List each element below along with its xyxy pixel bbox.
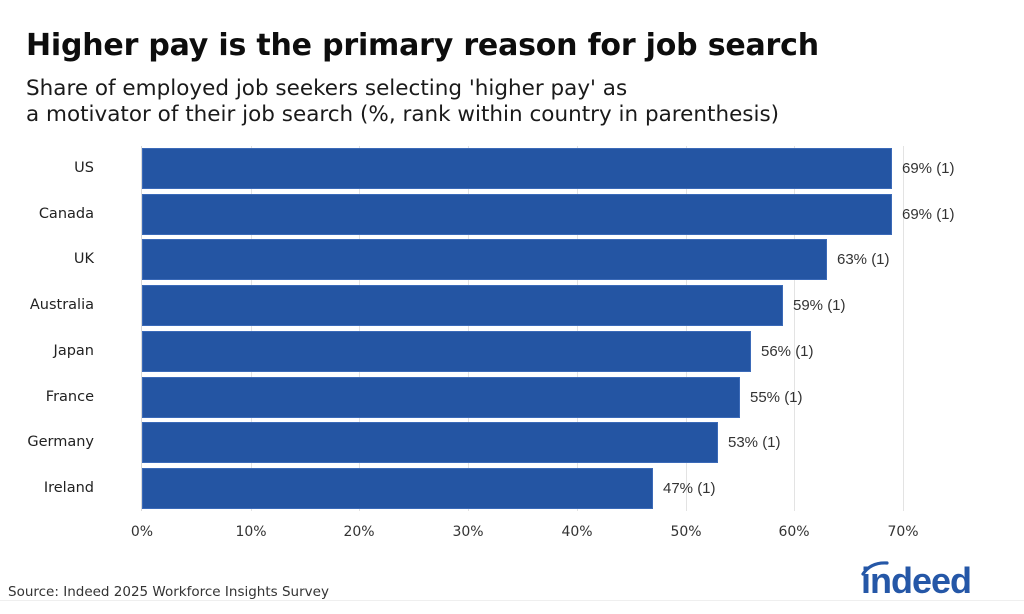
- gridline: [686, 146, 687, 511]
- bar-canada: [142, 194, 892, 235]
- gridline: [468, 146, 469, 511]
- bar-ireland: [142, 468, 653, 509]
- bar-japan: [142, 331, 751, 372]
- value-label: 47% (1): [663, 480, 716, 497]
- category-label: France: [45, 389, 94, 405]
- gridline: [903, 146, 904, 511]
- category-label: Canada: [38, 206, 94, 222]
- category-label: Japan: [53, 343, 94, 359]
- category-label: Ireland: [43, 480, 94, 496]
- logo-arc-icon: [861, 561, 889, 576]
- footer-divider: [0, 600, 1024, 601]
- subtitle-line-1: Share of employed job seekers selecting …: [26, 76, 628, 101]
- bar-germany: [142, 422, 718, 463]
- category-label: UK: [73, 251, 94, 267]
- gridline: [251, 146, 252, 511]
- x-tick-label: 30%: [452, 524, 484, 540]
- category-label: Germany: [27, 434, 94, 450]
- subtitle-line-2: a motivator of their job search (%, rank…: [26, 102, 780, 127]
- x-tick-label: 0%: [130, 524, 154, 540]
- value-label: 55% (1): [750, 389, 803, 406]
- category-label: US: [74, 160, 94, 176]
- value-label: 69% (1): [902, 160, 955, 177]
- x-tick-label: 20%: [343, 524, 375, 540]
- category-label: Australia: [29, 297, 94, 313]
- bar-us: [142, 148, 892, 189]
- bar-australia: [142, 285, 783, 326]
- x-tick-label: 40%: [561, 524, 593, 540]
- indeed-logo: indeed: [857, 560, 997, 601]
- gridline: [359, 146, 360, 511]
- chart-title: Higher pay is the primary reason for job…: [26, 28, 819, 63]
- value-label: 63% (1): [837, 251, 890, 268]
- x-tick-label: 50%: [670, 524, 702, 540]
- value-label: 56% (1): [761, 343, 814, 360]
- bar-uk: [142, 239, 827, 280]
- x-tick-label: 60%: [778, 524, 810, 540]
- x-tick-label: 10%: [235, 524, 267, 540]
- chart-subtitle: Share of employed job seekers selecting …: [26, 76, 779, 128]
- value-label: 59% (1): [793, 297, 846, 314]
- logo-wordmark: indeed: [861, 560, 972, 601]
- x-tick-label: 70%: [887, 524, 919, 540]
- y-axis-line: [141, 146, 142, 511]
- source-note: Source: Indeed 2025 Workforce Insights S…: [8, 584, 329, 600]
- value-label: 69% (1): [902, 206, 955, 223]
- bar-france: [142, 377, 740, 418]
- value-label: 53% (1): [728, 434, 781, 451]
- gridline: [577, 146, 578, 511]
- gridline: [794, 146, 795, 511]
